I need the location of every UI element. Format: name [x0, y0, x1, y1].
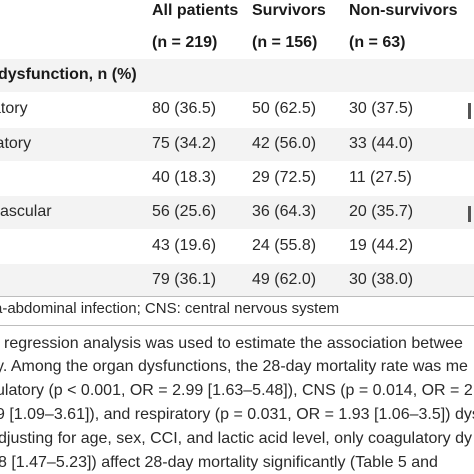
row-label: vascular [0, 203, 52, 220]
paragraph-line: ulatory (p < 0.001, OR = 2.99 [1.63–5.48… [0, 382, 474, 399]
row-label: atory [0, 100, 28, 117]
cell-survivors: 29 (72.5) [252, 169, 317, 186]
section-title: dysfunction, n (%) [0, 66, 137, 83]
col-header-survivors: Survivors [252, 2, 326, 19]
cell-non-survivors: 19 (44.2) [349, 237, 414, 254]
row-band [0, 196, 474, 229]
paragraph-line: 9 [1.09–3.61]), and respiratory (p = 0.0… [0, 406, 474, 423]
cell-all: 56 (25.6) [152, 203, 217, 220]
cell-all: 75 (34.2) [152, 135, 217, 152]
row-band [0, 264, 474, 296]
section-band [0, 59, 474, 92]
clipped-column-mark [468, 206, 471, 222]
clipped-column-mark [468, 103, 471, 119]
cell-all: 43 (19.6) [152, 237, 217, 254]
cell-non-survivors: 30 (38.0) [349, 271, 414, 288]
cell-all: 80 (36.5) [152, 100, 217, 117]
row-band [0, 128, 474, 161]
row-label: iatory [0, 135, 32, 152]
cell-non-survivors: 11 (27.5) [349, 169, 412, 186]
paragraph-line: djusting for age, sex, CCI, and lactic a… [0, 430, 473, 447]
cell-survivors: 24 (55.8) [252, 237, 317, 254]
cell-non-survivors: 33 (44.0) [349, 135, 414, 152]
cell-non-survivors: 30 (37.5) [349, 100, 414, 117]
cell-survivors: 50 (62.5) [252, 100, 317, 117]
table-footnote: a-abdominal infection; CNS: central nerv… [0, 300, 340, 317]
cell-all: 40 (18.3) [152, 169, 217, 186]
footnote-rule [0, 325, 474, 326]
paragraph-line: 8 [1.47–5.23]) affect 28-day mortality s… [0, 454, 438, 471]
col-n-all-patients: (n = 219) [152, 34, 218, 51]
col-header-non-survivors: Non-survivors [349, 2, 458, 19]
col-n-non-survivors: (n = 63) [349, 34, 406, 51]
paragraph-line: y. Among the organ dysfunctions, the 28-… [0, 358, 468, 375]
cell-survivors: 42 (56.0) [252, 135, 317, 152]
cell-non-survivors: 20 (35.7) [349, 203, 414, 220]
cell-survivors: 36 (64.3) [252, 203, 317, 220]
col-n-survivors: (n = 156) [252, 34, 318, 51]
table-bottom-rule [0, 296, 474, 297]
cell-all: 79 (36.1) [152, 271, 217, 288]
cell-survivors: 49 (62.0) [252, 271, 317, 288]
paragraph-line: regression analysis was used to estimate… [4, 335, 463, 352]
col-header-all-patients: All patients [152, 2, 239, 19]
